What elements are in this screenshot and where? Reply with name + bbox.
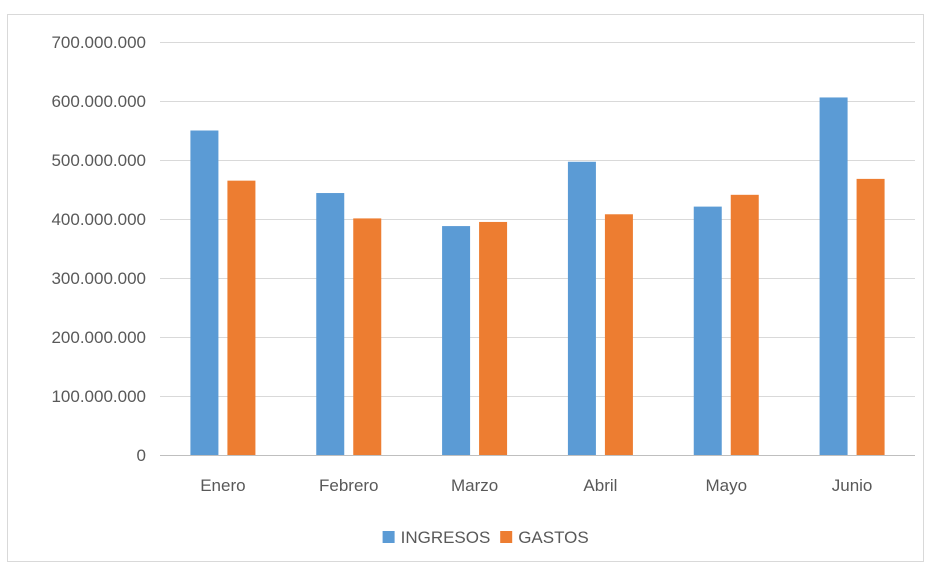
y-tick-label: 700.000.000 <box>51 33 146 52</box>
bar-gastos-abril <box>604 214 633 455</box>
y-axis-ticks: 0 100.000.000 200.000.000 300.000.000 400.00… <box>51 33 146 465</box>
bar-gastos-enero <box>227 180 256 455</box>
legend-label-ingresos: INGRESOS <box>401 528 491 547</box>
y-tick-label: 0 <box>137 446 146 465</box>
bar-ingresos-abril <box>567 161 596 455</box>
y-tick-label: 600.000.000 <box>51 92 146 111</box>
bars <box>190 97 885 456</box>
bar-ingresos-enero <box>190 130 219 455</box>
x-tick-label: Marzo <box>451 476 498 495</box>
legend-swatch-ingresos <box>382 531 395 543</box>
bar-ingresos-febrero <box>316 193 345 456</box>
bar-gastos-febrero <box>353 218 382 455</box>
bar-gastos-junio <box>856 178 885 455</box>
y-tick-label: 500.000.000 <box>51 151 146 170</box>
y-tick-label: 200.000.000 <box>51 328 146 347</box>
bar-ingresos-mayo <box>693 206 722 455</box>
x-tick-label: Enero <box>200 476 245 495</box>
gridlines <box>160 42 915 456</box>
bar-ingresos-marzo <box>442 226 471 455</box>
bar-gastos-marzo <box>479 221 508 455</box>
x-tick-label: Abril <box>583 476 617 495</box>
y-tick-label: 400.000.000 <box>51 210 146 229</box>
x-axis-ticks: Enero Febrero Marzo Abril Mayo Junio <box>200 476 872 495</box>
legend-swatch-gastos <box>500 531 513 543</box>
x-tick-label: Junio <box>832 476 873 495</box>
y-tick-label: 100.000.000 <box>51 387 146 406</box>
x-tick-label: Febrero <box>319 476 379 495</box>
bar-ingresos-junio <box>819 97 848 456</box>
legend-label-gastos: GASTOS <box>518 528 589 547</box>
bar-gastos-mayo <box>730 194 759 455</box>
x-tick-label: Mayo <box>705 476 747 495</box>
y-tick-label: 300.000.000 <box>51 269 146 288</box>
legend: INGRESOS GASTOS <box>382 528 589 547</box>
